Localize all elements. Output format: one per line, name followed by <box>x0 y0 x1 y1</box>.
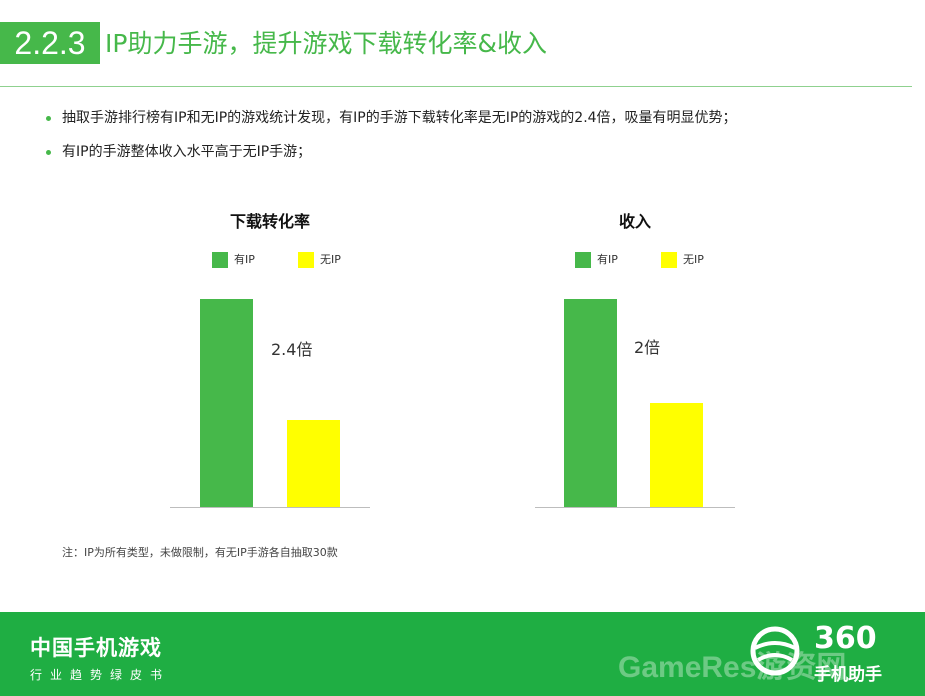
footer-banner: 中国手机游戏 行业趋势绿皮书 GameRes游资网 360 手机助手 <box>0 612 925 696</box>
bar-ip <box>564 299 617 507</box>
legend-swatch-ip <box>212 252 228 268</box>
bullet-item: 抽取手游排行榜有IP和无IP的游戏统计发现，有IP的手游下载转化率是无IP的游戏… <box>46 108 906 128</box>
section-number: 2.2.3 <box>0 22 100 64</box>
legend-label: 有IP <box>597 253 618 266</box>
chart-title: 收入 <box>618 212 651 231</box>
footnote: 注：IP为所有类型，未做限制，有无IP手游各自抽取30款 <box>62 546 338 559</box>
legend-label: 有IP <box>234 253 255 266</box>
slide-title: IP助力手游，提升游戏下载转化率&收入 <box>105 29 547 58</box>
chart-legend: 有IP 无IP <box>170 250 370 270</box>
ratio-label: 2.4倍 <box>271 340 313 359</box>
watermark: GameRes游资网 <box>618 651 847 684</box>
bar-ip <box>200 299 253 507</box>
bullet-text: 有IP的手游整体收入水平高于无IP手游； <box>62 144 312 160</box>
bullet-item: 有IP的手游整体收入水平高于无IP手游； <box>46 142 906 162</box>
revenue-chart: 收入 有IP 无IP 2倍 <box>535 200 735 515</box>
bar-noip <box>287 420 340 507</box>
title-divider <box>0 86 912 87</box>
legend-swatch-noip <box>298 252 314 268</box>
bullet-dot-icon <box>46 116 51 121</box>
legend-swatch-noip <box>661 252 677 268</box>
brand-number: 360 <box>814 621 877 656</box>
basketball-logo-icon <box>750 626 800 676</box>
bar-noip <box>650 403 703 507</box>
brand-name: 手机助手 <box>814 665 882 685</box>
chart-baseline <box>535 507 735 508</box>
download-conversion-chart: 下载转化率 有IP 无IP 2.4倍 <box>170 200 370 515</box>
bullet-dot-icon <box>46 150 51 155</box>
chart-title: 下载转化率 <box>229 212 310 231</box>
report-title: 中国手机游戏 <box>30 636 162 660</box>
chart-legend: 有IP 无IP <box>535 250 735 270</box>
chart-baseline <box>170 507 370 508</box>
legend-label: 无IP <box>683 253 704 266</box>
legend-label: 无IP <box>320 253 341 266</box>
report-subtitle: 行业趋势绿皮书 <box>30 668 171 682</box>
bullet-list: 抽取手游排行榜有IP和无IP的游戏统计发现，有IP的手游下载转化率是无IP的游戏… <box>46 108 906 176</box>
legend-swatch-ip <box>575 252 591 268</box>
ratio-label: 2倍 <box>634 338 661 357</box>
bullet-text: 抽取手游排行榜有IP和无IP的游戏统计发现，有IP的手游下载转化率是无IP的游戏… <box>62 110 737 126</box>
